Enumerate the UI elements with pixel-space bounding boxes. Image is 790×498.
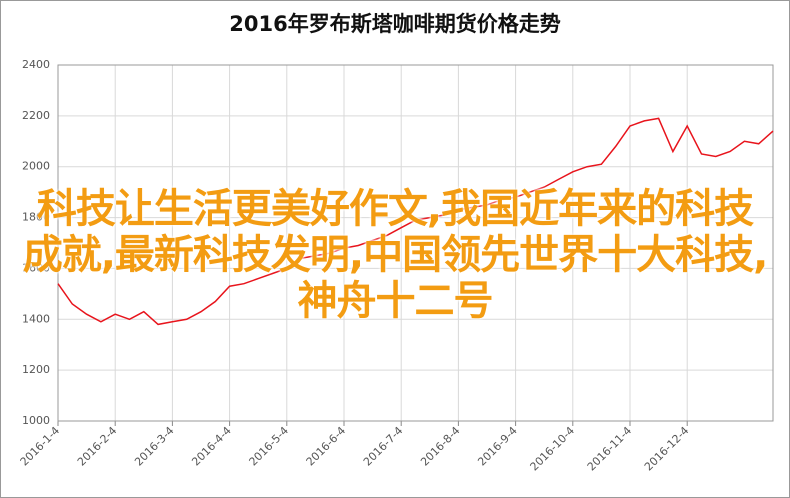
y-tick-label: 1200	[22, 363, 50, 376]
y-tick-label: 1600	[22, 261, 50, 274]
overlay-text: 科技让生活更美好作文,我国近年来的科技成就,最新科技发明,中国领先世界十大科技,…	[22, 186, 769, 324]
y-tick-label: 1800	[22, 211, 50, 224]
y-tick-label: 1000	[22, 414, 50, 427]
y-tick-label: 2000	[22, 160, 50, 173]
chart-title: 2016年罗布斯塔咖啡期货价格走势	[229, 12, 560, 36]
line	[57, 117, 774, 326]
y-tick-label: 2200	[22, 109, 50, 122]
y-tick-label: 1400	[22, 312, 50, 325]
plot-border	[57, 64, 774, 422]
y-tick-label: 2400	[22, 58, 50, 71]
